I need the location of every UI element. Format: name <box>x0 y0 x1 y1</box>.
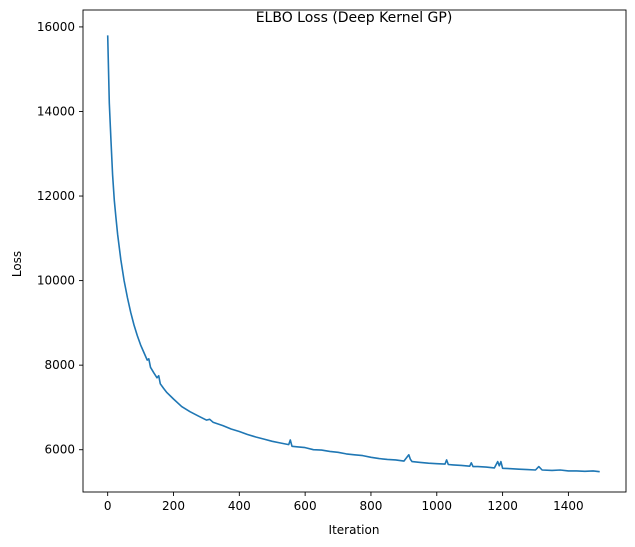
loss-series-line <box>106 35 600 473</box>
y-tick-label: 10000 <box>37 274 75 288</box>
x-axis-label: Iteration <box>329 523 380 537</box>
x-tick-label: 1400 <box>553 499 584 513</box>
x-tick-label: 0 <box>104 499 112 513</box>
plot-area <box>106 35 600 473</box>
y-axis-label: Loss <box>10 251 24 277</box>
x-tick-label: 1000 <box>421 499 452 513</box>
y-tick-label: 16000 <box>37 20 75 34</box>
x-tick-label: 400 <box>228 499 251 513</box>
x-tick-label: 800 <box>360 499 383 513</box>
x-axis: 0 200 400 600 800 1000 1200 1400 <box>104 492 584 513</box>
y-tick-label: 12000 <box>37 189 75 203</box>
y-tick-label: 8000 <box>44 358 75 372</box>
y-axis: 6000 8000 10000 12000 14000 16000 <box>37 20 83 457</box>
plot-frame <box>82 9 627 493</box>
y-tick-label: 6000 <box>44 443 75 457</box>
x-tick-label: 200 <box>162 499 185 513</box>
x-tick-label: 1200 <box>487 499 518 513</box>
chart-title: ELBO Loss (Deep Kernel GP) <box>256 10 453 26</box>
y-tick-label: 14000 <box>37 104 75 118</box>
x-tick-label: 600 <box>294 499 317 513</box>
